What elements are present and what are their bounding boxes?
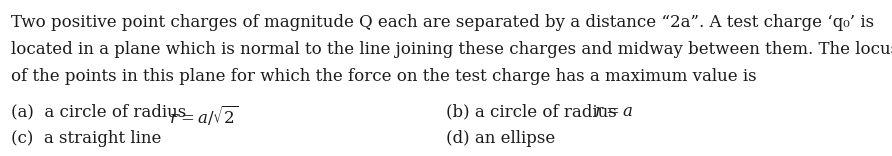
Text: (c)  a straight line: (c) a straight line xyxy=(11,130,161,147)
Text: (d) an ellipse: (d) an ellipse xyxy=(446,130,555,147)
Text: (b) a circle of radius: (b) a circle of radius xyxy=(446,103,622,120)
Text: $r = a$: $r = a$ xyxy=(594,103,633,120)
Text: (a)  a circle of radius: (a) a circle of radius xyxy=(11,103,192,120)
Text: of the points in this plane for which the force on the test charge has a maximum: of the points in this plane for which th… xyxy=(11,68,756,85)
Text: located in a plane which is normal to the line joining these charges and midway : located in a plane which is normal to th… xyxy=(11,41,892,58)
Text: Two positive point charges of magnitude Q each are separated by a distance “2a”.: Two positive point charges of magnitude … xyxy=(11,14,874,31)
Text: $r = a/\sqrt{2}$: $r = a/\sqrt{2}$ xyxy=(169,103,238,127)
